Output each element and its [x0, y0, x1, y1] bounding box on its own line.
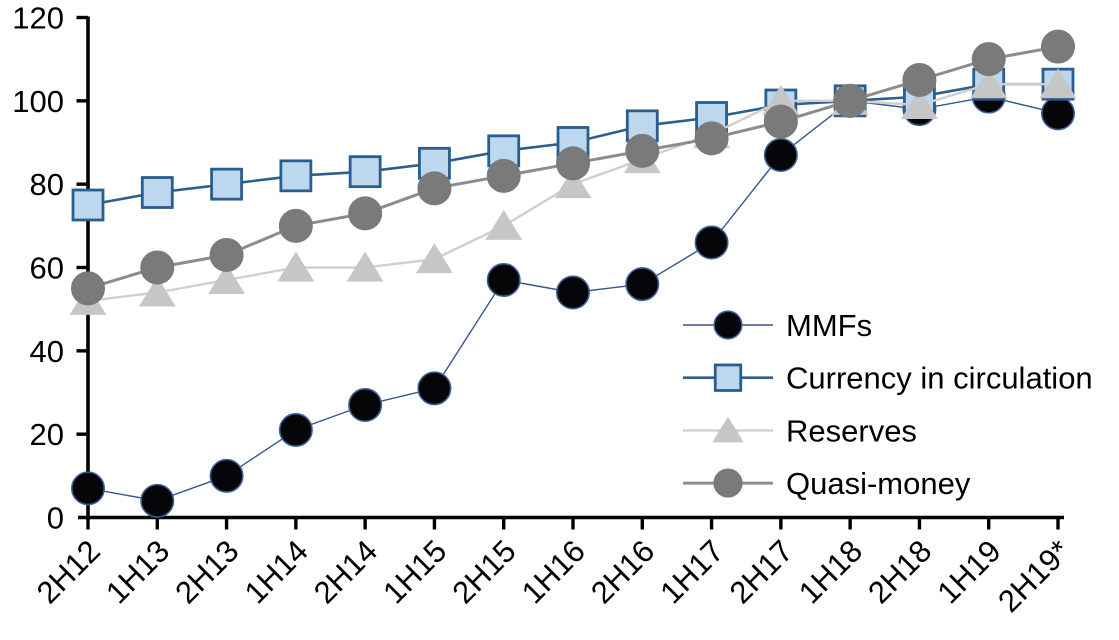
data-point-marker	[971, 42, 1006, 77]
square-legend-marker-icon	[713, 363, 743, 392]
circle-legend-marker-icon	[713, 310, 743, 340]
data-point-marker	[1039, 68, 1077, 99]
data-point-marker	[140, 483, 175, 518]
x-tick-label: 2H18	[861, 533, 938, 610]
data-point-marker	[417, 371, 452, 406]
data-point-marker	[417, 171, 452, 206]
x-tick-label: 1H13	[99, 533, 176, 610]
x-tick-label: 1H15	[376, 533, 453, 610]
data-point-marker	[278, 208, 313, 243]
x-tick-label: 1H14	[238, 533, 315, 610]
x-tick-label: 2H13	[168, 533, 245, 610]
data-point-marker	[277, 251, 315, 282]
data-point-marker	[694, 225, 729, 260]
circle-legend-marker-icon	[713, 468, 743, 498]
y-tick-label: 60	[30, 251, 64, 286]
data-point-marker	[625, 267, 660, 302]
data-point-marker	[348, 155, 382, 189]
data-point-marker	[208, 264, 245, 294]
x-tick-label: 2H19*	[991, 533, 1077, 619]
x-tick-label: 2H17	[723, 533, 800, 610]
data-point-marker	[278, 412, 313, 447]
data-point-marker	[140, 250, 175, 285]
data-point-marker	[71, 188, 105, 222]
y-tick-label: 0	[47, 501, 64, 536]
data-point-marker	[209, 238, 244, 273]
y-tick-label: 80	[30, 167, 64, 202]
x-tick-label: 2H15	[446, 533, 523, 610]
data-point-marker	[1041, 96, 1076, 131]
legend-label: MMFs	[786, 308, 872, 343]
legend-item-reserves: Reserves	[683, 413, 917, 448]
y-tick-label: 120	[12, 1, 64, 36]
triangle-legend-marker-icon	[712, 416, 744, 443]
data-point-marker	[209, 458, 244, 493]
data-point-marker	[486, 262, 521, 297]
data-point-marker	[902, 62, 937, 98]
data-point-marker	[625, 133, 660, 168]
y-tick-label: 20	[30, 417, 64, 452]
legend-item-quasi-money: Quasi-money	[683, 466, 971, 501]
data-point-marker	[1041, 29, 1076, 64]
x-tick-label: 2H12	[30, 533, 107, 610]
legend-label: Reserves	[786, 413, 917, 448]
y-tick-label: 100	[12, 84, 64, 119]
data-point-marker	[138, 276, 176, 307]
data-point-marker	[555, 146, 590, 181]
data-point-marker	[694, 121, 729, 156]
legend: MMFs Currency in circulation Reserves Quasi…	[683, 308, 1093, 501]
legend-item-mmfs: MMFs	[683, 308, 872, 343]
x-tick-label: 1H16	[515, 533, 592, 610]
data-point-marker	[763, 104, 798, 139]
x-tick-label: 2H16	[584, 533, 661, 610]
data-point-marker	[71, 271, 106, 306]
y-tick-label: 40	[30, 334, 64, 369]
data-point-marker	[348, 387, 383, 422]
data-point-marker	[346, 251, 384, 282]
x-tick-label: 1H18	[792, 533, 869, 610]
data-point-marker	[486, 158, 521, 193]
data-point-marker	[555, 275, 590, 310]
legend-label: Currency in circulation	[786, 361, 1093, 396]
data-point-marker	[210, 167, 243, 201]
data-point-marker	[348, 196, 383, 231]
legend-item-currency-in-circulation: Currency in circulation	[683, 361, 1093, 396]
data-point-marker	[416, 243, 453, 274]
x-tick-label: 2H14	[307, 533, 384, 610]
data-point-marker	[279, 159, 313, 193]
data-point-marker	[71, 471, 106, 506]
data-point-marker	[485, 209, 523, 240]
data-point-marker	[901, 89, 938, 119]
series-quasi-money	[71, 29, 1076, 306]
data-point-marker	[833, 83, 868, 118]
x-tick-label: 1H17	[653, 533, 730, 610]
data-point-marker	[554, 168, 592, 199]
legend-label: Quasi-money	[786, 466, 971, 501]
data-point-marker	[140, 176, 174, 209]
data-point-marker	[970, 68, 1008, 99]
data-point-marker	[763, 138, 798, 173]
